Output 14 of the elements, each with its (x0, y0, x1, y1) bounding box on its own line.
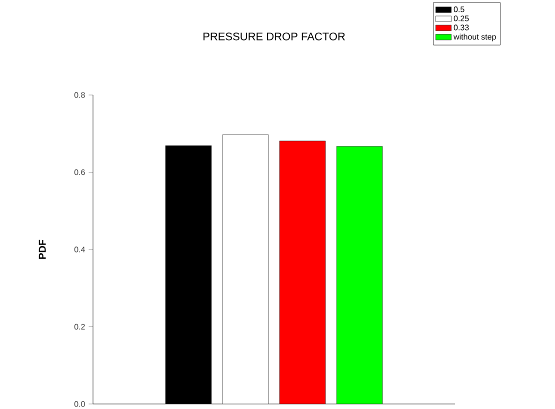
y-tick-label: 0.0 (74, 401, 85, 407)
bar (336, 146, 383, 404)
bar (279, 140, 326, 404)
y-axis-title: PDF (38, 240, 46, 259)
legend-label: 0.25 (454, 16, 469, 22)
y-tick-label: 0.8 (74, 92, 85, 98)
legend-label: 0.5 (454, 6, 464, 12)
y-tick-label: 0.6 (74, 169, 85, 176)
y-tick-label: 0.4 (74, 246, 85, 252)
chart-title: PRESSURE DROP FACTOR (204, 32, 345, 40)
legend-label: without step (454, 34, 496, 42)
bar (222, 134, 269, 404)
y-tick-label: 0.2 (74, 324, 85, 330)
legend-label: 0.33 (454, 24, 469, 30)
